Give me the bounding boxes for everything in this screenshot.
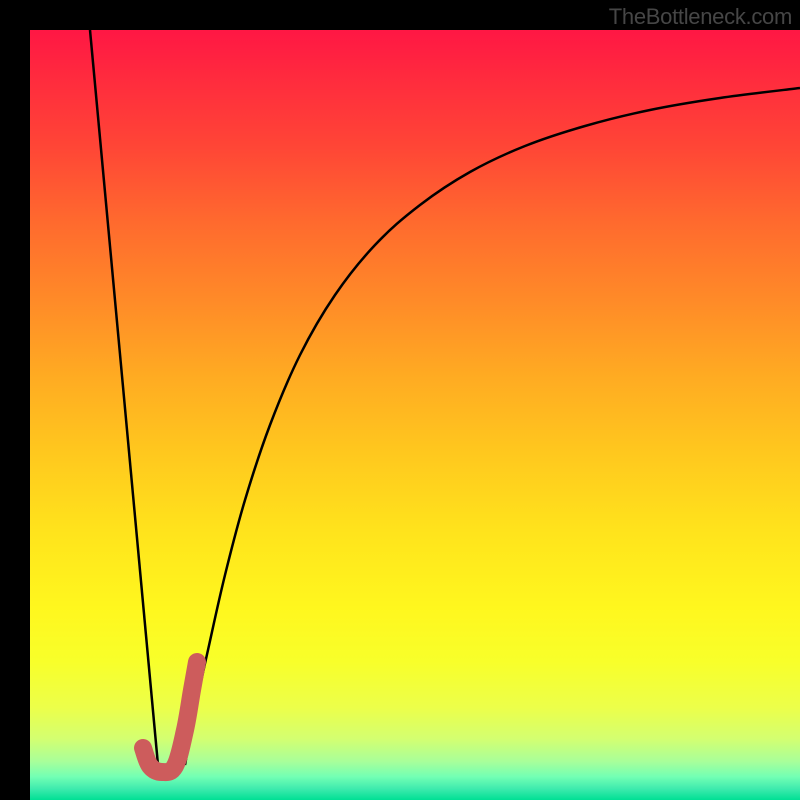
chart-container: TheBottleneck.com <box>0 0 800 800</box>
gradient-background <box>30 30 800 800</box>
plot-area <box>30 30 800 800</box>
chart-svg <box>30 30 800 800</box>
watermark-text: TheBottleneck.com <box>609 4 792 30</box>
